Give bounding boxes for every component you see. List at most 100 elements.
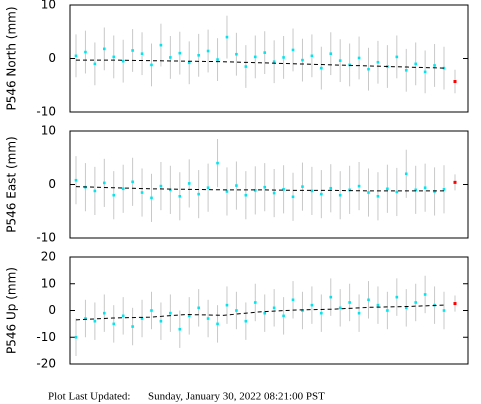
point xyxy=(282,56,285,59)
point xyxy=(244,65,248,68)
point xyxy=(338,193,342,197)
y-axis-label: P546 Up (mm) xyxy=(5,267,19,354)
point xyxy=(414,188,417,192)
point xyxy=(291,298,295,302)
point xyxy=(140,191,144,194)
point xyxy=(131,180,134,184)
point xyxy=(338,59,342,62)
point xyxy=(348,188,351,192)
point xyxy=(206,317,210,320)
point xyxy=(169,56,172,59)
point xyxy=(169,311,172,315)
point xyxy=(442,188,446,191)
y-tick-label: 20 xyxy=(41,250,56,264)
y-axis-label: P546 East (mm) xyxy=(5,136,19,232)
point xyxy=(93,189,97,193)
point xyxy=(320,311,323,315)
point xyxy=(93,319,97,323)
point xyxy=(74,178,78,182)
point xyxy=(423,186,427,190)
point xyxy=(84,50,87,54)
point xyxy=(301,58,304,62)
point xyxy=(376,303,380,307)
point xyxy=(140,317,144,320)
point xyxy=(367,298,370,302)
point xyxy=(178,327,182,331)
point xyxy=(272,60,276,64)
point xyxy=(235,184,238,187)
point xyxy=(206,186,210,190)
y-tick-label: 0 xyxy=(48,177,56,191)
point xyxy=(159,184,163,188)
latest-point xyxy=(453,302,457,306)
point xyxy=(329,186,333,190)
point xyxy=(310,189,314,193)
point xyxy=(206,49,210,53)
point xyxy=(216,322,219,326)
point xyxy=(329,52,333,55)
point xyxy=(376,194,380,198)
point xyxy=(367,67,370,71)
point xyxy=(103,47,106,51)
point xyxy=(395,295,399,299)
point xyxy=(320,192,323,196)
point xyxy=(282,314,285,318)
point xyxy=(301,185,304,188)
point xyxy=(263,51,267,54)
point xyxy=(291,48,295,52)
point xyxy=(103,311,106,315)
point xyxy=(423,293,427,296)
point xyxy=(395,55,399,59)
trend-line xyxy=(75,304,445,321)
point xyxy=(131,49,134,52)
point xyxy=(404,306,408,310)
point xyxy=(74,54,78,58)
point xyxy=(442,309,446,312)
point xyxy=(263,311,267,315)
point xyxy=(112,322,116,326)
point xyxy=(338,306,342,310)
point xyxy=(386,309,389,312)
y-tick-label: 0 xyxy=(48,303,56,317)
point xyxy=(150,63,153,67)
point xyxy=(187,314,191,318)
point xyxy=(178,51,182,55)
point xyxy=(225,303,229,307)
point xyxy=(150,309,153,312)
point xyxy=(169,188,172,192)
point xyxy=(235,52,238,56)
footer-label: Plot Last Updated: xyxy=(48,391,131,403)
y-tick-label: 10 xyxy=(41,124,56,138)
point xyxy=(282,188,285,191)
point xyxy=(386,187,389,191)
point xyxy=(357,56,361,60)
point xyxy=(93,62,97,66)
point xyxy=(225,190,229,193)
point xyxy=(253,301,257,304)
y-tick-label: 0 xyxy=(48,51,56,65)
point xyxy=(272,191,276,195)
point xyxy=(301,309,304,312)
point xyxy=(150,196,153,200)
point xyxy=(310,54,314,58)
point xyxy=(253,189,257,192)
point xyxy=(84,317,87,320)
point xyxy=(348,301,351,304)
point xyxy=(216,161,219,165)
point xyxy=(442,66,446,70)
trend-line xyxy=(75,186,444,192)
point xyxy=(159,319,163,323)
point xyxy=(414,62,417,66)
point xyxy=(414,301,417,304)
point xyxy=(159,43,163,47)
point xyxy=(367,191,370,194)
point xyxy=(357,184,361,188)
point xyxy=(187,182,191,185)
point xyxy=(357,311,361,315)
point xyxy=(121,59,125,63)
point xyxy=(74,335,78,339)
point xyxy=(131,325,134,328)
point xyxy=(112,193,116,197)
point xyxy=(244,319,248,323)
